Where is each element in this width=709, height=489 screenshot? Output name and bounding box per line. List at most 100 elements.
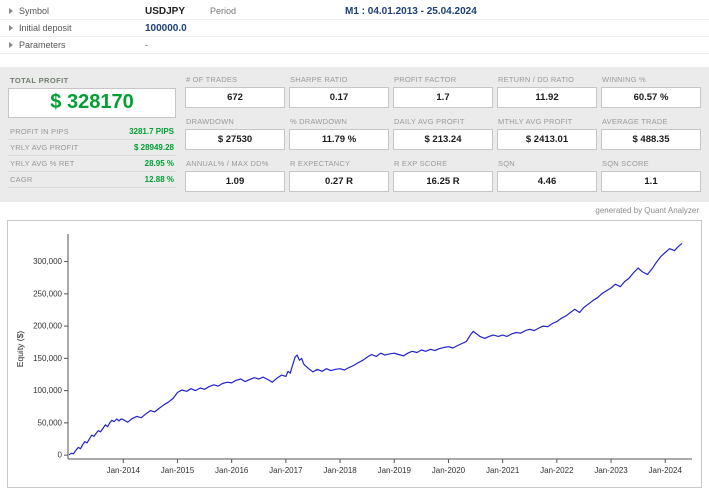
profit-row-pips: PROFIT IN PIPS 3281.7 PIPS [8, 124, 176, 140]
profit-row-value: 12.88 % [144, 175, 174, 184]
stat-label: SHARPE RATIO [290, 75, 348, 84]
profit-row-yrly-ret: YRLY AVG % RET 28.95 % [8, 156, 176, 172]
period-label: Period [210, 6, 237, 16]
svg-text:Jan-2017: Jan-2017 [269, 466, 303, 475]
stat-sqn-score: SQN SCORE 1.1 [601, 159, 701, 192]
stat-label: AVERAGE TRADE [602, 117, 668, 126]
svg-text:Jan-2018: Jan-2018 [323, 466, 357, 475]
report-header: Symbol USDJPY Period M1 : 04.01.2013 - 2… [0, 0, 709, 54]
stat-value: 4.46 [497, 171, 597, 192]
svg-text:Jan-2022: Jan-2022 [540, 466, 574, 475]
svg-text:0: 0 [58, 451, 63, 460]
stat-label: R EXP SCORE [394, 159, 448, 168]
profit-row-label: YRLY AVG % RET [10, 159, 75, 168]
parameters-row: Parameters - [0, 37, 709, 54]
stat-value: 1.09 [185, 171, 285, 192]
stat-value: 0.17 [289, 87, 389, 108]
profit-row-cagr: CAGR 12.88 % [8, 172, 176, 188]
svg-text:Jan-2024: Jan-2024 [649, 466, 683, 475]
profit-row-label: YRLY AVG PROFIT [10, 143, 79, 152]
stat-value: 1.1 [601, 171, 701, 192]
stat-label: DRAWDOWN [186, 117, 234, 126]
profit-detail-rows: PROFIT IN PIPS 3281.7 PIPS YRLY AVG PROF… [8, 124, 176, 188]
profit-row-value: 28.95 % [144, 159, 174, 168]
stat-value: 672 [185, 87, 285, 108]
svg-text:Jan-2016: Jan-2016 [215, 466, 249, 475]
stat-profit-factor: PROFIT FACTOR 1.7 [393, 75, 493, 108]
stat-value: 0.27 R [289, 171, 389, 192]
equity-curve-chart: 0 50,000 100,000 150,000 200,000 250,000 300,0… [15, 234, 692, 475]
stat-label: WINNING % [602, 75, 646, 84]
stat-daily-avg-profit: DAILY AVG PROFIT $ 213.24 [393, 117, 493, 150]
period-value: M1 : 04.01.2013 - 25.04.2024 [345, 5, 477, 17]
stat-value: 60.57 % [601, 87, 701, 108]
svg-text:Equity ($): Equity ($) [15, 331, 25, 368]
stat-label: PROFIT FACTOR [394, 75, 457, 84]
svg-text:Jan-2021: Jan-2021 [486, 466, 520, 475]
profit-row-value: $ 28949.28 [133, 143, 174, 152]
stat-sqn: SQN 4.46 [497, 159, 597, 192]
initial-deposit-value: 100000.0 [145, 22, 187, 34]
stat-r-exp-score: R EXP SCORE 16.25 R [393, 159, 493, 192]
expander-triangle-icon[interactable] [9, 25, 13, 31]
initial-deposit-label: Initial deposit [19, 23, 72, 33]
profit-row-label: CAGR [10, 175, 33, 184]
profit-row-yrly-avg: YRLY AVG PROFIT $ 28949.28 [8, 140, 176, 156]
stat-annual-maxdd: ANNUAL% / MAX DD% 1.09 [185, 159, 285, 192]
symbol-row: Symbol USDJPY Period M1 : 04.01.2013 - 2… [0, 3, 709, 20]
parameters-label-cell: Parameters [0, 40, 145, 50]
svg-text:250,000: 250,000 [33, 289, 62, 298]
stat-label: % DRAWDOWN [290, 117, 348, 126]
stat-label: RETURN / DD RATIO [498, 75, 575, 84]
stats-panel: TOTAL PROFIT $ 328170 PROFIT IN PIPS 328… [0, 67, 709, 202]
svg-text:Jan-2015: Jan-2015 [161, 466, 195, 475]
total-profit-value: $ 328170 [50, 91, 134, 113]
svg-text:50,000: 50,000 [38, 418, 63, 427]
expander-triangle-icon[interactable] [9, 42, 13, 48]
expander-triangle-icon[interactable] [9, 8, 13, 14]
generated-by-note: generated by Quant Analyzer [595, 206, 699, 215]
svg-text:Jan-2014: Jan-2014 [107, 466, 141, 475]
parameters-value: - [145, 40, 148, 50]
stat-mthly-avg-profit: MTHLY AVG PROFIT $ 2413.01 [497, 117, 597, 150]
stat-r-expectancy: R EXPECTANCY 0.27 R [289, 159, 389, 192]
svg-text:Jan-2023: Jan-2023 [594, 466, 628, 475]
stat-label: SQN [498, 159, 515, 168]
svg-text:Jan-2019: Jan-2019 [378, 466, 412, 475]
profit-row-value: 3281.7 PIPS [129, 127, 174, 136]
stat-label: ANNUAL% / MAX DD% [186, 159, 269, 168]
stat-winning-pct: WINNING % 60.57 % [601, 75, 701, 108]
equity-chart-panel: 0 50,000 100,000 150,000 200,000 250,000 300,0… [7, 220, 702, 488]
stat-value: $ 2413.01 [497, 129, 597, 150]
stat-label: SQN SCORE [602, 159, 649, 168]
stat-pct-drawdown: % DRAWDOWN 11.79 % [289, 117, 389, 150]
symbol-label-cell: Symbol [0, 6, 145, 16]
stat-label: # OF TRADES [186, 75, 238, 84]
symbol-label: Symbol [19, 6, 50, 16]
total-profit-box: $ 328170 [8, 88, 176, 118]
stat-sharpe-ratio: SHARPE RATIO 0.17 [289, 75, 389, 108]
stat-value: $ 488.35 [601, 129, 701, 150]
svg-text:Jan-2020: Jan-2020 [432, 466, 466, 475]
parameters-label: Parameters [19, 40, 66, 50]
stat-value: 16.25 R [393, 171, 493, 192]
stat-value: 1.7 [393, 87, 493, 108]
profit-row-label: PROFIT IN PIPS [10, 127, 69, 136]
stat-num-trades: # OF TRADES 672 [185, 75, 285, 108]
stat-value: $ 213.24 [393, 129, 493, 150]
initial-deposit-label-cell: Initial deposit [0, 23, 145, 33]
stat-label: R EXPECTANCY [290, 159, 351, 168]
stat-average-trade: AVERAGE TRADE $ 488.35 [601, 117, 701, 150]
total-profit-title: TOTAL PROFIT [10, 76, 69, 85]
stat-value: 11.92 [497, 87, 597, 108]
symbol-value: USDJPY [145, 5, 186, 17]
stats-grid: # OF TRADES 672 SHARPE RATIO 0.17 PROFIT… [185, 75, 701, 192]
stat-drawdown: DRAWDOWN $ 27530 [185, 117, 285, 150]
stat-value: 11.79 % [289, 129, 389, 150]
stat-label: DAILY AVG PROFIT [394, 117, 465, 126]
svg-text:150,000: 150,000 [33, 354, 62, 363]
stat-value: $ 27530 [185, 129, 285, 150]
stat-label: MTHLY AVG PROFIT [498, 117, 573, 126]
total-profit-panel: TOTAL PROFIT $ 328170 PROFIT IN PIPS 328… [8, 75, 176, 192]
